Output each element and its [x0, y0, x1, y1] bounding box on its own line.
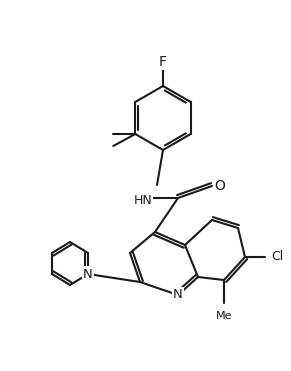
- Text: O: O: [214, 179, 226, 193]
- Text: HN: HN: [134, 194, 152, 207]
- Text: Cl: Cl: [271, 250, 283, 263]
- Text: F: F: [159, 55, 167, 69]
- Text: N: N: [83, 267, 93, 280]
- Text: Me: Me: [216, 311, 232, 321]
- Text: N: N: [173, 289, 183, 302]
